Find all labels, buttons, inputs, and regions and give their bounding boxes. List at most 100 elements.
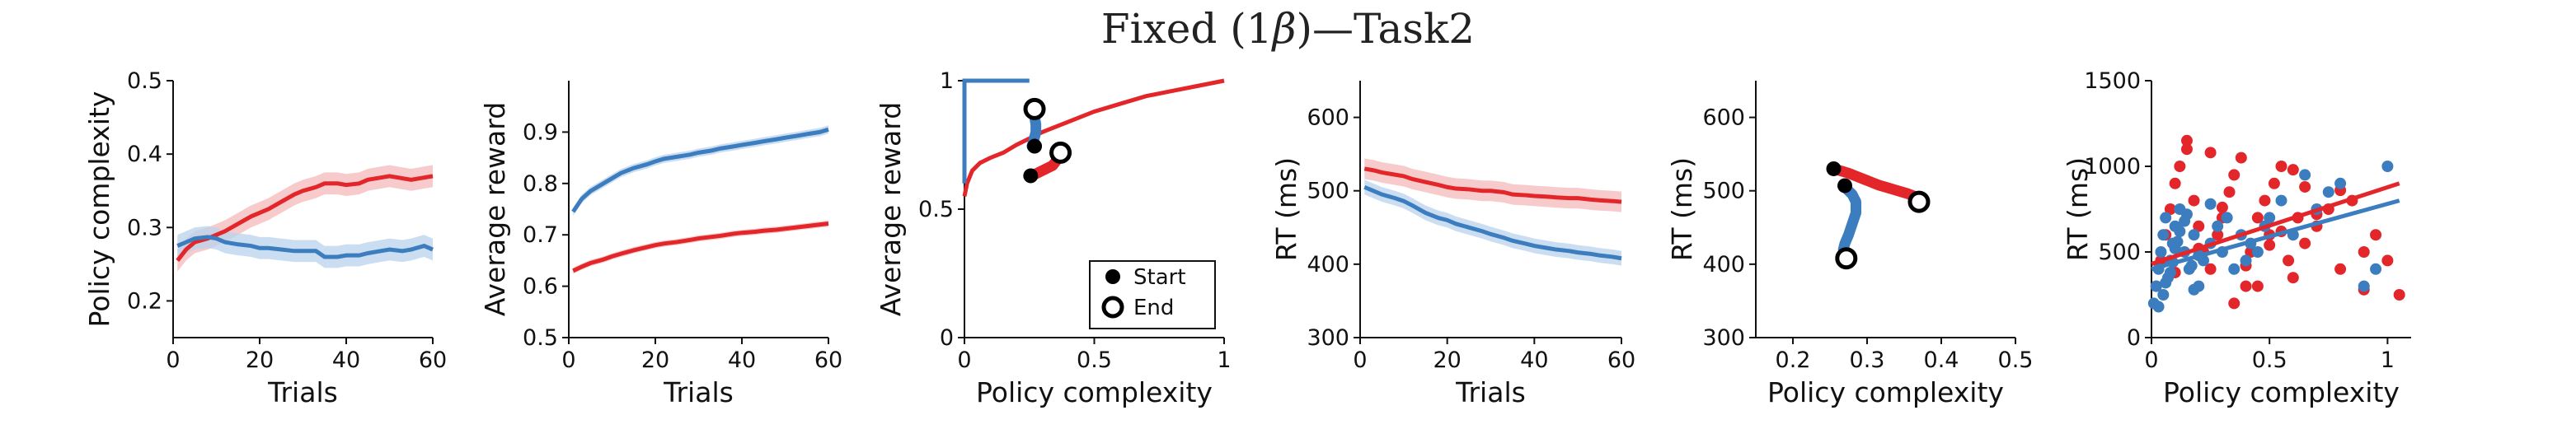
x-axis-label: Policy complexity [2163,376,2400,408]
chart-panel-2: 0 20 40 60 0.5 0.6 0.7 0.8 0.9 Trials Average rewa… [479,81,842,408]
x-tick-label: 0.4 [1924,347,1959,373]
y-tick-label: 1500 [2084,68,2141,94]
red-point [2204,147,2217,159]
blue-point [2212,220,2224,232]
red-point [2381,254,2394,267]
x-tick-label: 0 [1353,347,1367,373]
x-tick-label: 0.5 [1077,347,1112,373]
red-point [2164,203,2176,215]
legend: Start End [1089,260,1216,329]
red-point [2251,212,2264,224]
red-point [2259,194,2271,207]
x-tick-label: 0 [957,347,971,373]
blue-point [2275,194,2287,207]
y-tick-label: 600 [1307,105,1349,131]
red-point [2358,246,2370,258]
title-suffix: )—Task2 [1296,5,1476,53]
blue-point [2381,161,2394,172]
red-point [2287,164,2299,176]
blue-point [2171,235,2184,248]
y-tick-label: 0.5 [523,325,558,351]
red-point [2299,180,2311,193]
x-axis-label: Trials [267,376,338,408]
blue-point [2185,259,2198,272]
y-tick-label: 1000 [2084,154,2141,180]
title-beta: β [1272,5,1297,53]
red-point [2264,239,2276,251]
blue-point [2240,254,2252,267]
y-tick-label: 0.9 [523,119,558,145]
end-marker [1907,190,1931,213]
start-marker [1826,161,1842,176]
red-point [2216,201,2228,213]
chart-panel-4: 0 20 40 60 300 400 500 600 Trials RT (ms) [1270,81,1635,408]
y-tick-label: 0 [2127,325,2141,351]
red-trajectory [1828,163,1925,208]
y-tick-label: 500 [1702,179,1745,204]
legend-start-label: Start [1133,265,1186,290]
blue-point [2221,212,2233,224]
blue-point [2152,301,2165,313]
red-point [2180,134,2193,147]
chart-panel-5: 0.2 0.3 0.4 0.5 300 400 500 600 Policy complexit… [1666,81,2033,408]
end-marker [1049,141,1072,164]
blue-point [2334,177,2347,189]
y-tick-label: 300 [1307,325,1349,351]
y-tick-label: 0.4 [127,142,162,167]
red-point [2268,177,2280,189]
blue-point [2251,246,2264,258]
blue-point [2188,229,2200,241]
x-tick-label: 60 [814,347,842,373]
x-axis-label: Policy complexity [976,376,1213,408]
y-axis-label: Average reward [875,102,907,316]
blue-point [2204,198,2217,210]
x-tick-label: 1 [2381,347,2395,373]
blue-point [2358,280,2370,292]
end-marker [1835,247,1858,270]
x-tick-label: 20 [641,347,669,373]
x-axis-label: Policy complexity [1767,376,2004,408]
y-axis-label: RT (ms) [1666,157,1698,261]
x-tick-label: 0.3 [1850,347,1885,373]
y-tick-label: 300 [1702,325,1745,351]
red-point [2174,161,2186,172]
blue-point [2179,215,2191,227]
blue-point [2150,280,2162,292]
red-fit-line [2151,181,2400,266]
x-tick-label: 0.2 [1776,347,1811,373]
y-axis-label: Average reward [479,102,511,316]
y-tick-label: 500 [2098,240,2141,265]
start-marker [1023,168,1039,184]
blue-fit-line [2151,198,2400,272]
red-point [2223,186,2236,198]
blue-point [2160,212,2172,224]
red-series-band [177,165,433,272]
blue-point [2188,283,2200,296]
red-point [2204,263,2217,275]
red-point [2275,161,2287,172]
blue-point [2164,266,2176,278]
red-point [2393,289,2405,301]
y-tick-label: 400 [1307,252,1349,277]
blue-point [2174,226,2186,238]
red-point [2193,220,2205,232]
x-tick-label: 40 [1520,347,1548,373]
y-axis-label: RT (ms) [1270,157,1302,261]
red-point [2370,229,2382,241]
start-marker [1027,138,1043,154]
blue-series-line [1363,184,1622,261]
y-axis-label: Policy complexity [83,91,115,328]
y-tick-label: 1 [940,68,954,94]
red-series-line [1363,166,1622,204]
red-point [2228,169,2241,181]
red-point [2180,143,2193,156]
y-tick-label: 0.5 [918,197,954,222]
x-tick-label: 0 [2144,347,2158,373]
end-marker [1023,97,1046,120]
red-point [2228,297,2241,310]
legend-end-marker [1101,296,1124,319]
blue-series-band [1364,180,1621,266]
y-tick-label: 0.8 [523,171,558,197]
red-point [2240,280,2252,292]
